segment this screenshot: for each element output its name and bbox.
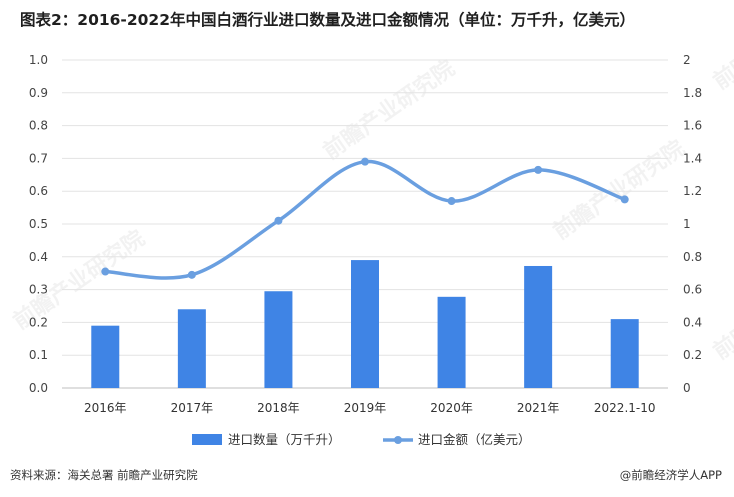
right-tick-label: 0.2 <box>683 348 702 362</box>
x-axis-ticks: 2016年 2017年 2018年 2019年 2020年 2021年 2022.1-10 <box>84 401 655 415</box>
watermark-text: 前瞻产业研究院 <box>709 255 734 365</box>
right-tick-label: 2 <box>683 53 691 67</box>
right-tick-label: 0 <box>683 381 691 395</box>
x-tick-label: 2018年 <box>257 401 300 415</box>
x-tick-label: 2020年 <box>430 401 473 415</box>
bar <box>610 319 639 388</box>
left-tick-label: 0.7 <box>29 151 48 165</box>
watermark-text: 前瞻产业研究院 <box>709 0 734 95</box>
right-tick-label: 1.8 <box>683 86 702 100</box>
line-point <box>534 165 543 174</box>
bar <box>91 325 120 388</box>
legend-bar-swatch <box>192 434 222 445</box>
line-point <box>620 195 629 204</box>
left-tick-label: 0.4 <box>29 250 48 264</box>
legend-line-label: 进口金额（亿美元） <box>418 432 531 447</box>
right-tick-label: 1 <box>683 217 691 231</box>
left-tick-label: 0.6 <box>29 184 48 198</box>
x-tick-label: 2016年 <box>84 401 127 415</box>
right-tick-label: 1.2 <box>683 184 702 198</box>
source-note: 资料来源：海关总署 前瞻产业研究院 <box>10 468 198 482</box>
left-tick-label: 1.0 <box>29 53 48 67</box>
left-tick-label: 0.0 <box>29 381 48 395</box>
chart-title: 图表2：2016-2022年中国白酒行业进口数量及进口金额情况（单位：万千升，亿… <box>20 11 635 29</box>
x-tick-label: 2017年 <box>171 401 214 415</box>
watermark-text: 前瞻产业研究院 <box>319 55 460 165</box>
left-tick-label: 0.3 <box>29 283 48 297</box>
line-point <box>101 267 110 276</box>
x-tick-label: 2019年 <box>344 401 387 415</box>
bar <box>264 291 293 388</box>
right-tick-label: 0.8 <box>683 250 702 264</box>
right-tick-label: 0.6 <box>683 283 702 297</box>
legend-bar-label: 进口数量（万千升） <box>228 432 341 447</box>
x-tick-label: 2022.1-10 <box>594 401 656 415</box>
line-point <box>447 197 456 206</box>
left-tick-label: 0.8 <box>29 119 48 133</box>
line-point <box>274 216 283 225</box>
left-tick-label: 0.5 <box>29 217 48 231</box>
left-tick-label: 0.2 <box>29 315 48 329</box>
brand-note: @前瞻经济学人APP <box>619 468 722 482</box>
line-point <box>361 157 369 166</box>
right-tick-label: 1.6 <box>683 119 702 133</box>
right-tick-label: 0.4 <box>683 315 702 329</box>
legend-line-marker <box>394 436 402 444</box>
bar <box>524 265 553 388</box>
line-point <box>187 270 196 279</box>
bar <box>177 309 206 388</box>
bar <box>437 296 466 388</box>
watermark-text: 前瞻产业研究院 <box>549 135 690 245</box>
left-tick-label: 0.1 <box>29 348 48 362</box>
legend: 进口数量（万千升） 进口金额（亿美元） <box>192 432 531 447</box>
bar-series <box>91 260 639 388</box>
x-tick-label: 2021年 <box>517 401 560 415</box>
left-tick-label: 0.9 <box>29 86 48 100</box>
right-tick-label: 1.4 <box>683 151 702 165</box>
left-axis-ticks: 0.0 0.1 0.2 0.3 0.4 0.5 0.6 0.7 0.8 0.9 1.0 <box>29 53 48 395</box>
right-axis-ticks: 0 0.2 0.4 0.6 0.8 1 1.2 1.4 1.6 1.8 2 <box>683 53 702 395</box>
bar <box>351 260 379 388</box>
line-series <box>101 157 629 280</box>
